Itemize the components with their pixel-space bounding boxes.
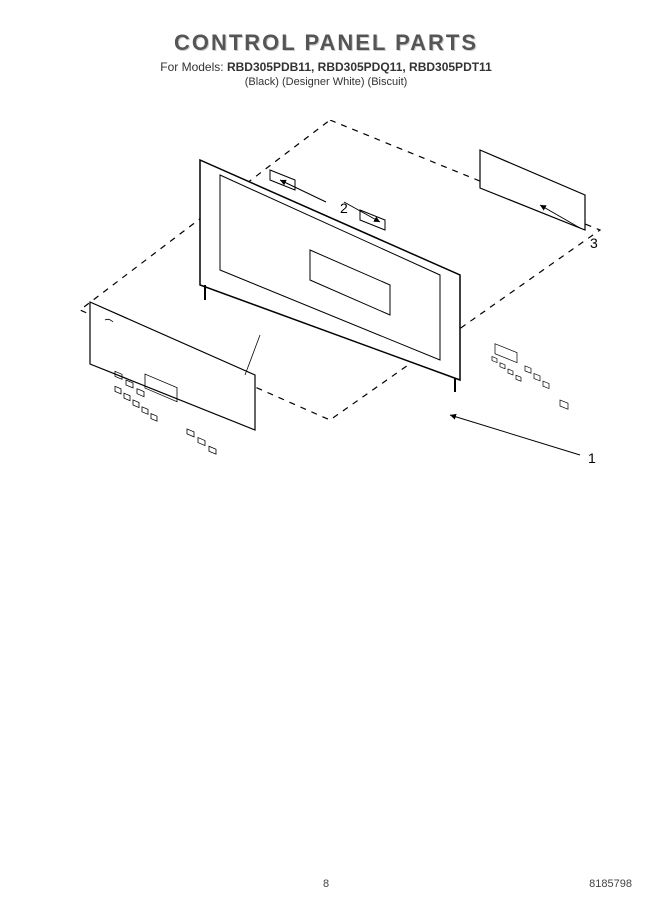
diagram-svg [60,120,620,520]
models-line: For Models: RBD305PDB11, RBD305PDQ11, RB… [0,60,652,74]
page-number: 8 [323,878,329,890]
models-list: RBD305PDB11, RBD305PDQ11, RBD305PDT11 [227,60,492,74]
page-title: CONTROL PANEL PARTS [0,30,652,56]
doc-number: 8185798 [589,878,632,890]
arrow-1 [450,415,580,455]
callout-2: 2 [340,200,348,216]
right-board-details [492,344,568,409]
callout-3: 3 [590,235,598,251]
diagram: 1 2 3 [60,120,600,520]
models-prefix: For Models: [160,60,223,74]
left-overlay [90,302,255,430]
clip-1 [270,170,295,190]
callout-1: 1 [588,450,596,466]
colors-line: (Black) (Designer White) (Biscuit) [0,76,652,88]
right-board [480,150,585,230]
